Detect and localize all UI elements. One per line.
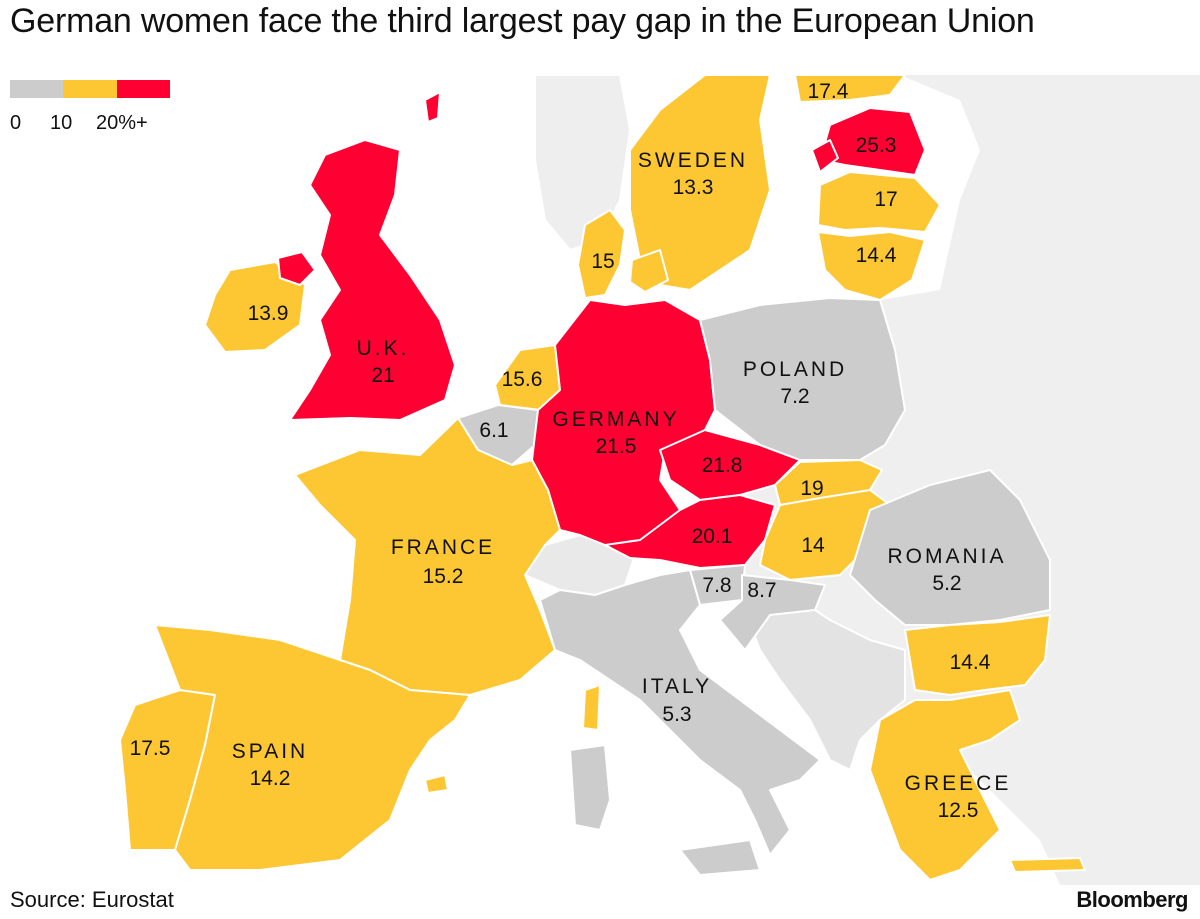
country-france-corsica (582, 684, 601, 731)
country-uk-isles (424, 91, 441, 123)
legend-label-20: 20%+ (96, 112, 148, 134)
value-bulgaria: 14.4 (950, 651, 991, 674)
value-denmark: 15 (591, 250, 614, 273)
value-austria: 20.1 (692, 525, 733, 548)
country-italy-sardinia (569, 744, 611, 831)
value-czechia: 21.8 (702, 454, 743, 477)
country-denmark (577, 209, 626, 299)
value-greece: 12.5 (938, 799, 979, 822)
country-austria (604, 494, 776, 569)
value-netherlands: 15.6 (502, 368, 543, 391)
value-uk: 21 (371, 364, 394, 387)
value-italy: 5.3 (662, 703, 691, 726)
country-spain (154, 624, 471, 871)
value-finland: 17.4 (808, 80, 849, 103)
legend-swatch-low (10, 80, 64, 98)
value-hungary: 14 (801, 534, 825, 557)
country-sweden (629, 74, 771, 291)
legend-swatch-mid (63, 80, 117, 98)
value-sweden: 13.3 (673, 176, 714, 199)
value-slovakia: 19 (800, 477, 823, 500)
label-poland: POLAND (743, 358, 847, 381)
label-romania: ROMANIA (887, 545, 1006, 568)
legend-label-0: 0 (10, 112, 22, 134)
legend-color-scale (10, 80, 170, 98)
value-lithuania: 14.4 (856, 244, 897, 267)
value-croatia: 8.7 (747, 579, 776, 602)
value-latvia: 17 (874, 188, 897, 211)
value-france: 15.2 (423, 565, 464, 588)
country-bulgaria (904, 614, 1051, 696)
chart-title: German women face the third largest pay … (10, 2, 1035, 40)
label-sweden: SWEDEN (638, 149, 748, 172)
label-spain: SPAIN (232, 740, 308, 763)
legend-label-10: 10 (50, 112, 73, 134)
region-balkans (744, 599, 906, 771)
value-estonia: 25.3 (856, 134, 897, 157)
value-portugal: 17.5 (130, 737, 171, 760)
label-germany: GERMANY (552, 408, 679, 431)
country-italy (539, 569, 821, 856)
bloomberg-logo: Bloomberg (1076, 887, 1188, 912)
value-slovenia: 7.8 (702, 574, 731, 597)
country-lithuania (817, 231, 926, 301)
country-romania (849, 469, 1051, 626)
europe-map: 17.4 SWEDEN 13.3 25.3 17 14.4 15 13.9 U.… (119, 74, 1200, 885)
country-greece-crete (1009, 857, 1086, 873)
value-spain: 14.2 (250, 767, 291, 790)
country-italy-sicily (679, 839, 761, 876)
country-uk-northern-ireland (277, 251, 316, 286)
country-uk (289, 139, 456, 421)
country-greece (869, 689, 1021, 881)
label-uk: U.K. (357, 337, 410, 360)
label-italy: ITALY (642, 675, 712, 698)
value-belgium: 6.1 (479, 419, 508, 442)
country-estonia-islands (811, 139, 839, 173)
label-france: FRANCE (391, 536, 495, 559)
value-romania: 5.2 (932, 572, 961, 595)
country-denmark-islands (629, 249, 669, 293)
country-croatia (719, 574, 826, 651)
value-poland: 7.2 (780, 385, 809, 408)
country-france (294, 417, 561, 696)
source-note: Source: Eurostat (10, 887, 174, 912)
country-finland (794, 74, 906, 103)
country-poland (699, 297, 906, 461)
value-germany: 21.5 (596, 435, 637, 458)
country-latvia (817, 171, 941, 233)
label-greece: GREECE (905, 772, 1012, 795)
legend-swatch-high (116, 80, 170, 98)
value-ireland: 13.9 (248, 302, 289, 325)
country-spain-balearic (424, 774, 449, 794)
